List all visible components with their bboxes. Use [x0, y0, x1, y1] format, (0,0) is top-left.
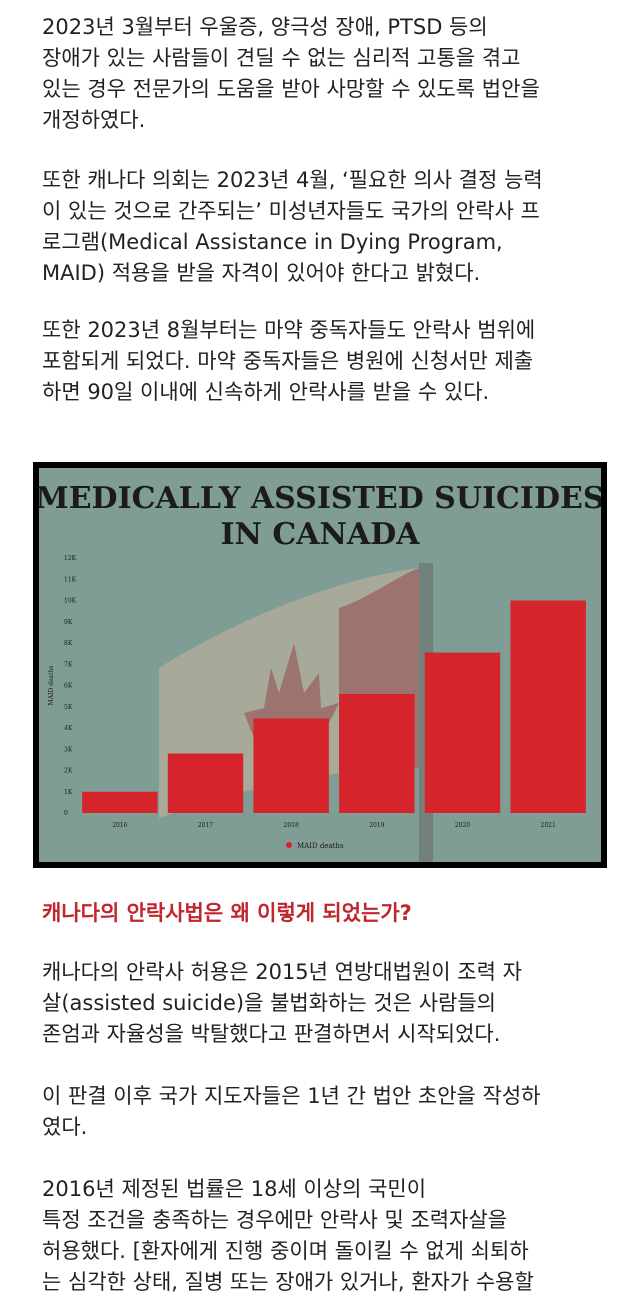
y-axis: 0 1K 2K 3K 4K 5K 6K 7K 8K 9K 10K 11K 12K: [64, 555, 77, 817]
text-line: 2023년 3월부터 우울증, 양극성 장애, PTSD 등의: [42, 15, 488, 39]
text-line: 또한 2023년 8월부터는 마약 중독자들도 안락사 범위에: [42, 318, 536, 342]
text-line: 2016년 제정된 법률은 18세 이상의 국민이: [42, 1177, 427, 1201]
text-line: 캐나다의 안락사 허용은 2015년 연방대법원이 조력 자: [42, 960, 522, 984]
x-tick-label: 2019: [369, 822, 384, 829]
paragraph-4: 캐나다의 안락사 허용은 2015년 연방대법원이 조력 자 살(assiste…: [42, 957, 608, 1050]
paragraph-6: 2016년 제정된 법률은 18세 이상의 국민이 특정 조건을 충족하는 경우…: [42, 1174, 608, 1298]
legend-swatch: [286, 842, 292, 848]
bar-2020: [424, 652, 501, 813]
paragraph-3: 또한 2023년 8월부터는 마약 중독자들도 안락사 범위에 포함되게 되었다…: [42, 315, 608, 408]
paragraph-2: 또한 캐나다 의회는 2023년 4월, ‘필요한 의사 결정 능력 이 있는 …: [42, 165, 608, 289]
y-axis-label: MAID deaths: [48, 666, 55, 706]
text-line: 하면 90일 이내에 신속하게 안락사를 받을 수 있다.: [42, 380, 490, 404]
chart-title-line-2: IN CANADA: [220, 517, 420, 552]
text-line: 이 판결 이후 국가 지도자들은 1년 간 법안 초안을 작성하: [42, 1084, 541, 1108]
text-line: 로그램(Medical Assistance in Dying Program,: [42, 230, 503, 254]
chart-panel: MEDICALLY ASSISTED SUICIDES IN CANADA 0 1…: [39, 468, 601, 862]
y-tick-label: 5K: [64, 704, 73, 711]
y-tick-label: 0: [64, 810, 68, 817]
bar-2021: [510, 600, 586, 813]
x-tick-label: 2018: [284, 822, 299, 829]
legend-label: MAID deaths: [297, 842, 344, 850]
bar-2017: [167, 753, 244, 813]
y-tick-label: 6K: [64, 683, 73, 690]
x-tick-label: 2021: [541, 822, 556, 829]
chart-frame: MEDICALLY ASSISTED SUICIDES IN CANADA 0 1…: [33, 462, 607, 868]
paragraph-1: 2023년 3월부터 우울증, 양극성 장애, PTSD 등의 장애가 있는 사…: [42, 12, 608, 136]
x-axis: 2016 2017 2018 2019 2020 2021: [112, 822, 556, 829]
y-tick-label: 12K: [64, 555, 77, 562]
bar-2018: [253, 718, 329, 813]
bar-chart: MEDICALLY ASSISTED SUICIDES IN CANADA 0 1…: [39, 481, 601, 862]
text-line: 또한 캐나다 의회는 2023년 4월, ‘필요한 의사 결정 능력: [42, 168, 543, 192]
y-tick-label: 11K: [64, 576, 77, 583]
text-line: 존엄과 자율성을 박탈했다고 판결하면서 시작되었다.: [42, 1022, 501, 1046]
y-tick-label: 10K: [64, 598, 77, 605]
bar-2019: [339, 694, 415, 813]
chart-title-line-1: MEDICALLY ASSISTED SUICIDES: [39, 481, 601, 516]
y-tick-label: 8K: [64, 640, 73, 647]
text-line: 이 있는 것으로 간주되는’ 미성년자들도 국가의 안락사 프: [42, 199, 540, 223]
x-tick-label: 2016: [112, 822, 127, 829]
y-tick-label: 2K: [64, 768, 73, 775]
text-line: 개정하였다.: [42, 108, 146, 132]
y-tick-label: 1K: [64, 789, 73, 796]
y-tick-label: 9K: [64, 619, 73, 626]
x-tick-label: 2017: [198, 822, 213, 829]
section-heading: 캐나다의 안락사법은 왜 이렇게 되었는가?: [42, 898, 608, 929]
text-line: 포함되게 되었다. 마약 중독자들은 병원에 신청서만 제출: [42, 349, 534, 373]
legend: MAID deaths: [286, 842, 344, 850]
text-line: 있는 경우 전문가의 도움을 받아 사망할 수 있도록 법안을: [42, 77, 540, 101]
heading-text: 캐나다의 안락사법은 왜 이렇게 되었는가?: [42, 901, 412, 925]
text-line: 장애가 있는 사람들이 견딜 수 없는 심리적 고통을 겪고: [42, 46, 521, 70]
bar-2016: [82, 791, 158, 813]
x-tick-label: 2020: [455, 822, 470, 829]
text-line: 는 심각한 상태, 질병 또는 장애가 있거나, 환자가 수용할: [42, 1270, 534, 1294]
bars: [82, 600, 586, 813]
text-line: 허용했다. [환자에게 진행 중이며 돌이킬 수 없게 쇠퇴하: [42, 1239, 529, 1263]
paragraph-5: 이 판결 이후 국가 지도자들은 1년 간 법안 초안을 작성하 였다.: [42, 1081, 608, 1143]
y-tick-label: 3K: [64, 746, 73, 753]
y-tick-label: 4K: [64, 725, 73, 732]
y-tick-label: 7K: [64, 661, 73, 668]
text-line: MAID) 적용을 받을 자격이 있어야 한다고 밝혔다.: [42, 261, 481, 285]
text-line: 였다.: [42, 1115, 88, 1139]
text-line: 살(assisted suicide)을 불법화하는 것은 사람들의: [42, 991, 496, 1015]
text-line: 특정 조건을 충족하는 경우에만 안락사 및 조력자살을: [42, 1208, 508, 1232]
